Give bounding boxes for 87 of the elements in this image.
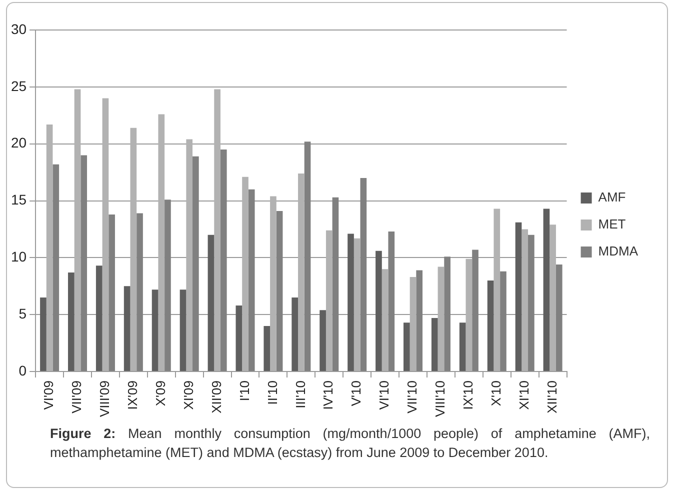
bar [102,98,109,372]
bar [242,176,248,372]
bar [376,250,382,372]
y-tick-label: 20 [10,134,27,151]
bar [68,272,74,372]
x-tick-label: IX'10 [460,380,476,410]
bar [326,230,332,372]
bar [459,322,466,372]
x-tick-label: VII'10 [404,380,420,414]
bar [130,128,137,372]
x-tick-label: XII'10 [544,380,560,414]
bar [354,238,360,372]
x-tick-label: II'10 [264,380,280,405]
y-tick-label: 25 [10,78,27,94]
bar [292,298,298,372]
bar [220,150,227,372]
bar [348,234,354,372]
bar [444,256,450,372]
bar [466,258,472,372]
bar [124,286,130,372]
bar [487,280,494,372]
bar [214,89,220,372]
y-tick-label: 15 [10,192,27,208]
x-tick-label: XI'10 [516,380,532,410]
bar [382,269,388,372]
bar [80,155,88,372]
y-tick-label: 0 [18,362,27,378]
bar [208,234,214,372]
bar [416,270,423,372]
bar [74,89,81,372]
bar [186,139,193,372]
legend-label: MET [598,216,626,232]
x-tick-label: VIII'10 [432,380,448,418]
x-tick-label: IV'10 [320,380,336,410]
bar [404,322,410,372]
bar [236,306,242,372]
y-tick-label: 30 [10,20,27,37]
y-tick-label: 10 [10,248,27,265]
legend-label: MDMA [598,244,638,259]
bar [180,290,186,372]
bar [556,264,562,372]
x-tick-label: VII'09 [69,380,84,414]
bar [298,173,304,372]
y-tick-label: 5 [18,305,27,322]
bar [550,224,556,372]
bar [46,124,53,372]
bar [276,211,283,372]
bar [158,114,165,372]
bar [264,326,270,372]
bar [164,200,171,372]
x-tick-label: X'10 [488,380,504,406]
x-tick-label: X'09 [152,380,168,406]
bar [522,229,528,372]
bar [500,271,506,372]
x-tick-label: VIII'09 [97,380,112,418]
bar [528,234,534,372]
bar [472,250,478,372]
bar [108,214,115,372]
bar [152,290,158,372]
bar [494,208,500,372]
x-tick-label: V'10 [348,380,364,406]
bar [304,142,311,372]
legend-label: AMF [598,190,626,205]
bar [543,208,550,372]
bar [270,196,276,372]
x-tick-label: III'10 [292,380,308,408]
bar [320,310,326,372]
x-tick-label: I'10 [236,380,252,402]
bar [192,156,199,372]
bar [96,266,102,372]
bar [136,213,143,372]
bar [410,277,416,372]
x-tick-label: VI'09 [41,380,56,410]
x-tick-label: XII'09 [208,380,224,414]
bar [431,318,438,372]
x-tick-label: IX'09 [125,380,140,410]
bar [40,298,46,372]
bar [515,222,522,372]
bar [332,197,339,372]
x-tick-label: XI'09 [180,380,196,410]
x-tick-label: VI'10 [376,380,392,410]
bar [360,178,367,372]
bar [388,232,395,372]
caption: Figure 2: Mean monthly consumption (mg/month/1000 people) of amphetamine (AMF), methamphetamine (MET) and MDMA (ecstasy) from June 2009 to December 2010. [50,425,650,462]
bar [248,189,255,372]
bar [52,164,60,372]
bar [438,266,444,372]
